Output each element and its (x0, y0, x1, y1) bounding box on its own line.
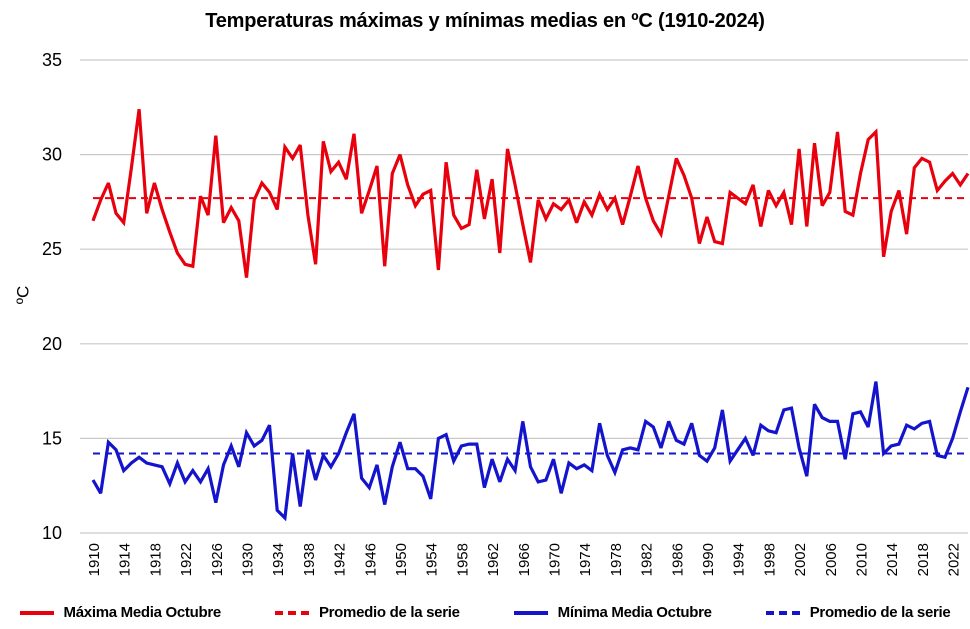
x-tick-label-2014: 2014 (884, 543, 901, 576)
x-tick-label-1934: 1934 (270, 543, 287, 576)
y-tick-label-20: 20 (42, 334, 62, 354)
x-tick-label-1966: 1966 (516, 543, 533, 576)
x-tick-label-1974: 1974 (577, 543, 594, 576)
chart-title: Temperaturas máximas y mínimas medias en… (205, 10, 765, 32)
legend-label-promedio-minima: Promedio de la serie (809, 604, 951, 621)
legend-label-maxima: Máxima Media Octubre (63, 604, 222, 621)
y-tick-label-30: 30 (42, 145, 62, 165)
x-tick-label-1986: 1986 (669, 543, 686, 576)
x-tick-label-1982: 1982 (639, 543, 656, 576)
x-tick-label-1990: 1990 (700, 543, 717, 576)
legend: Máxima Media Octubre Promedio de la seri… (0, 604, 970, 621)
x-tick-label-1926: 1926 (209, 543, 226, 576)
x-tick-label-1994: 1994 (731, 543, 748, 576)
x-tick-label-1918: 1918 (147, 543, 164, 576)
legend-item-promedio-maxima: Promedio de la serie (274, 604, 460, 621)
promedio-maxima-dash-swatch (274, 610, 309, 615)
promedio-minima-dash-swatch (765, 610, 800, 615)
x-tick-label-1954: 1954 (424, 543, 441, 576)
legend-label-promedio-maxima: Promedio de la serie (318, 604, 460, 621)
x-tick-label-2018: 2018 (915, 543, 932, 576)
x-tick-label-1930: 1930 (240, 543, 257, 576)
x-tick-label-1962: 1962 (485, 543, 502, 576)
maxima-line-swatch (19, 610, 54, 615)
maxima-series-line (91, 108, 970, 278)
x-tick-label-1970: 1970 (547, 543, 564, 576)
y-tick-label-15: 15 (42, 428, 62, 448)
x-tick-label-1942: 1942 (332, 543, 349, 576)
x-tick-label-2010: 2010 (854, 543, 871, 576)
x-tick-label-1938: 1938 (301, 543, 318, 576)
y-tick-label-10: 10 (42, 523, 62, 543)
x-tick-label-1998: 1998 (761, 543, 778, 576)
minima-line-swatch (513, 610, 548, 615)
y-tick-label-35: 35 (42, 50, 62, 70)
y-tick-label-25: 25 (42, 239, 62, 259)
x-tick-label-1914: 1914 (117, 543, 134, 576)
x-tick-label-2022: 2022 (946, 543, 963, 576)
plot-area: 10 15 20 25 30 35 1910 1914 1918 1922 1926 1930 1934… (42, 50, 970, 576)
x-tick-label-1922: 1922 (178, 543, 195, 576)
legend-label-minima: Mínima Media Octubre (557, 604, 712, 621)
x-tick-label-2002: 2002 (792, 543, 809, 576)
x-tick-label-1910: 1910 (86, 543, 103, 576)
x-tick-label-1978: 1978 (608, 543, 625, 576)
x-tick-label-2006: 2006 (823, 543, 840, 576)
x-tick-label-1950: 1950 (393, 543, 410, 576)
legend-item-promedio-minima: Promedio de la serie (765, 604, 951, 621)
x-tick-label-1946: 1946 (362, 543, 379, 576)
x-tick-label-1958: 1958 (454, 543, 471, 576)
legend-item-minima: Mínima Media Octubre (513, 604, 712, 621)
legend-item-maxima: Máxima Media Octubre (19, 604, 222, 621)
minima-series-line (91, 381, 970, 522)
